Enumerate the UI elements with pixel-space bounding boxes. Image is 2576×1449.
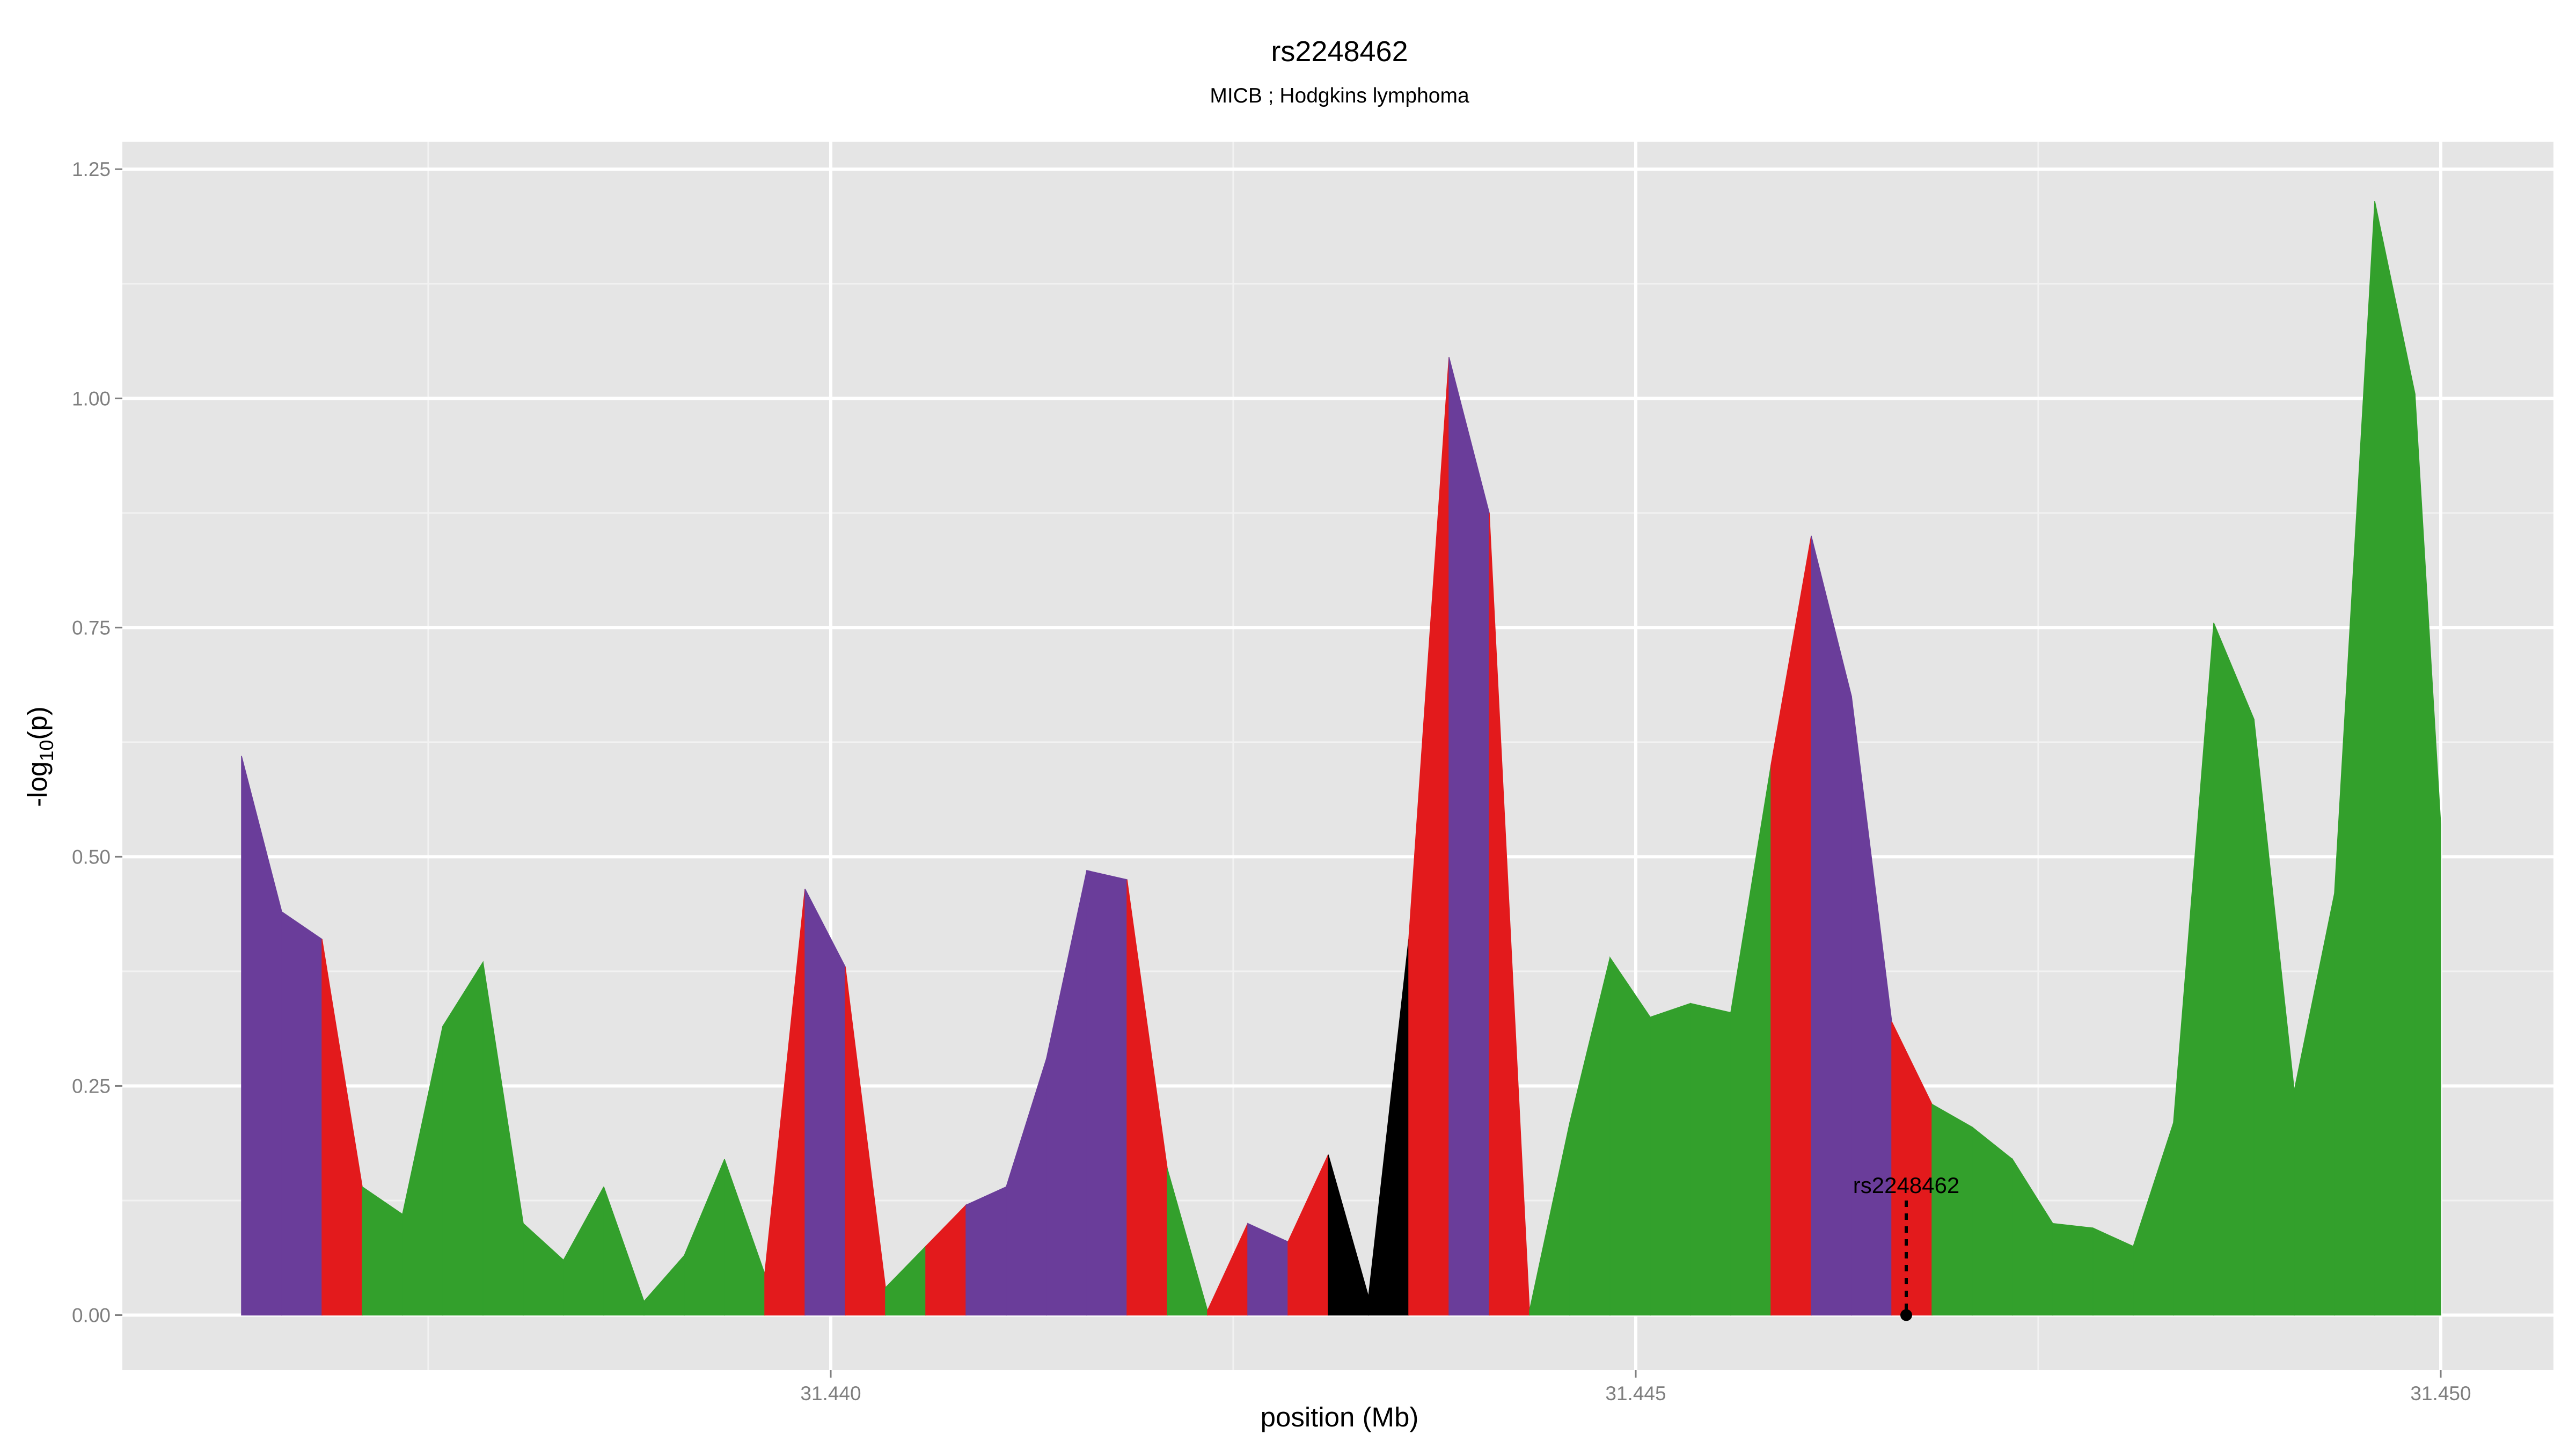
y-tick-label: 0.00 [72, 1305, 111, 1327]
annotation-label: rs2248462 [1853, 1173, 1960, 1198]
area-segment [1972, 1126, 2013, 1316]
y-tick-label: 0.50 [72, 846, 111, 868]
x-tick-label: 31.440 [800, 1382, 861, 1404]
area-segment [1448, 357, 1490, 1316]
x-tick-label: 31.445 [1605, 1382, 1666, 1404]
annotation-point [1900, 1309, 1912, 1321]
y-tick-label: 0.75 [72, 617, 111, 639]
area-segment [2052, 1223, 2094, 1316]
area-segment [1931, 1103, 1973, 1316]
area-segment [1650, 1002, 1691, 1316]
area-segment [2414, 393, 2441, 1316]
y-axis: 0.00 0.25 0.50 0.75 1.00 1.25 [72, 158, 122, 1327]
area-segment [2374, 201, 2416, 1316]
y-axis-title-suffix: (p) [22, 706, 53, 740]
snp-annotation: rs2248462 [1853, 1173, 1960, 1321]
y-axis-title-prefix: -log [22, 762, 53, 807]
area-segment [281, 911, 323, 1316]
y-axis-title-subscript: 10 [35, 740, 57, 762]
y-tick-label: 1.25 [72, 158, 111, 180]
area-segment [1609, 956, 1651, 1316]
area-segment [1690, 1002, 1731, 1316]
x-axis-title: position (Mb) [1261, 1402, 1419, 1432]
plot-panel [122, 142, 2553, 1370]
area-segment [1086, 870, 1128, 1316]
y-tick-label: 0.25 [72, 1075, 111, 1097]
area-segment [965, 1186, 1007, 1316]
x-tick-label: 31.450 [2410, 1382, 2471, 1404]
chart-subtitle: MICB ; Hodgkins lymphoma [1210, 84, 1469, 107]
area-series [241, 201, 2441, 1316]
x-axis: 31.440 31.445 31.450 [800, 1370, 2471, 1404]
y-tick-label: 1.00 [72, 387, 111, 409]
chart-title: rs2248462 [1271, 35, 1408, 68]
area-segment [2213, 623, 2255, 1316]
y-axis-title: -log10(p) [22, 706, 57, 807]
